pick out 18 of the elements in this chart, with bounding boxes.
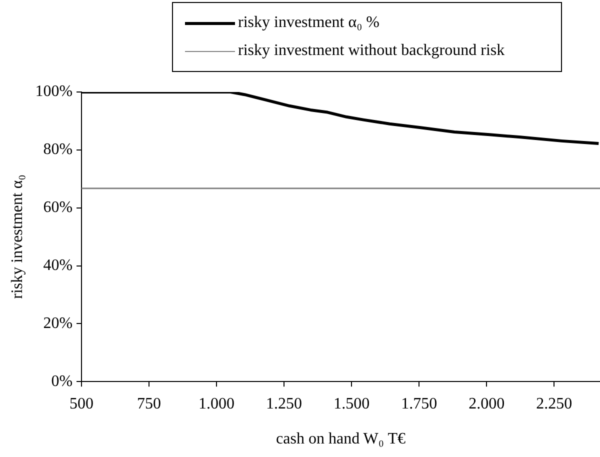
x-axis-title: cash on hand W₀ T€: [276, 430, 406, 448]
y-tick-label: 60%: [43, 199, 73, 216]
x-tick-label: 1.000: [198, 395, 235, 412]
x-tick-label: 1.250: [266, 395, 302, 412]
y-tick-label: 100%: [35, 83, 73, 100]
legend-label: risky investment α₀ %: [238, 14, 380, 32]
x-tick-label: 2.250: [536, 395, 572, 412]
x-tick-label: 1.750: [401, 395, 438, 412]
x-tick-label: 2.000: [468, 395, 505, 412]
x-tick-label: 1.500: [334, 395, 370, 412]
y-tick-label: 80%: [43, 141, 73, 158]
y-tick-label: 20%: [43, 314, 73, 332]
legend-label: risky investment without background risk: [238, 42, 505, 60]
y-axis-title: risky investment α₀: [8, 174, 26, 299]
y-tick-label: 40%: [43, 256, 73, 274]
y-tick-label: 0%: [51, 372, 73, 390]
x-tick-label: 750: [137, 395, 162, 412]
x-tick-label: 500: [70, 395, 94, 412]
